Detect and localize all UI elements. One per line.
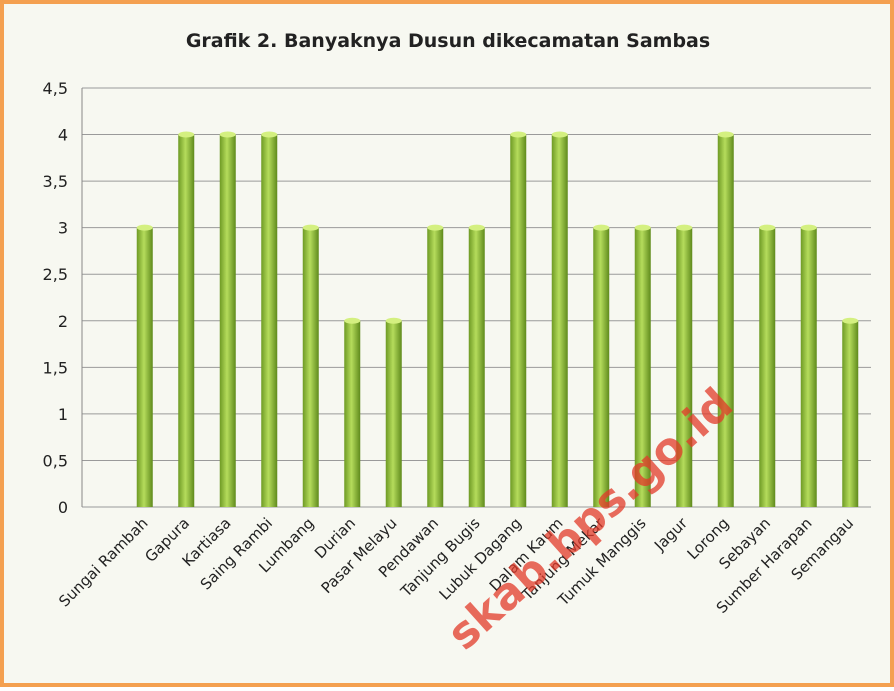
bar-cap — [302, 224, 319, 231]
bar — [261, 134, 278, 508]
bar — [676, 227, 693, 507]
y-tick-label: 3 — [58, 219, 68, 238]
bar-cap — [634, 224, 651, 231]
bar — [634, 227, 651, 507]
y-tick-label: 4 — [58, 126, 68, 145]
bar-cap — [344, 317, 361, 324]
bar-cap — [219, 131, 236, 138]
y-tick-label: 3,5 — [43, 172, 68, 191]
bar-cap — [510, 131, 527, 138]
bar-cap — [178, 131, 195, 138]
bar — [759, 227, 776, 507]
bar-cap — [468, 224, 485, 231]
bar — [427, 227, 444, 507]
bar-cap — [800, 224, 817, 231]
bar — [219, 134, 236, 508]
bar — [302, 227, 319, 507]
bar — [385, 320, 402, 507]
bar-cap — [551, 131, 568, 138]
bar-cap — [261, 131, 278, 138]
bar-cap — [676, 224, 693, 231]
bar — [136, 227, 153, 507]
y-tick-label: 1,5 — [43, 358, 68, 377]
bar-cap — [842, 317, 859, 324]
y-tick-label: 1 — [58, 405, 68, 424]
bar-cap — [593, 224, 610, 231]
y-tick-label: 2 — [58, 312, 68, 331]
bar-cap — [759, 224, 776, 231]
bar-cap — [385, 317, 402, 324]
bar — [842, 320, 859, 507]
bar — [800, 227, 817, 507]
bar — [468, 227, 485, 507]
bar — [344, 320, 361, 507]
bar-cap — [427, 224, 444, 231]
bar-cap — [717, 131, 734, 138]
bar — [510, 134, 527, 508]
bar — [717, 134, 734, 508]
y-tick-label: 4,5 — [43, 79, 68, 98]
bar — [593, 227, 610, 507]
bar-cap — [136, 224, 153, 231]
bar — [178, 134, 195, 508]
chart-title: Grafik 2. Banyaknya Dusun dikecamatan Sa… — [186, 30, 710, 52]
y-tick-label: 0,5 — [43, 451, 68, 470]
bar — [551, 134, 568, 508]
y-tick-label: 0 — [58, 498, 68, 517]
y-tick-label: 2,5 — [43, 265, 68, 284]
